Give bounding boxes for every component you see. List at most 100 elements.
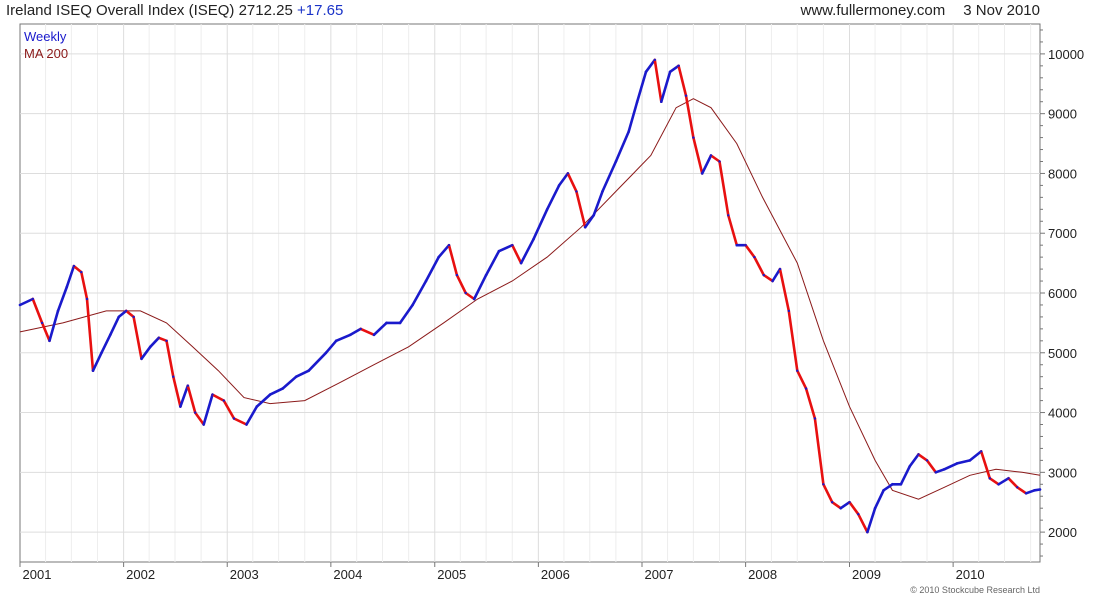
weekly-segment <box>787 309 799 373</box>
weekly-point <box>601 190 604 193</box>
weekly-segment <box>232 417 248 426</box>
weekly-point <box>307 369 310 372</box>
weekly-segment <box>1015 485 1028 495</box>
weekly-point <box>804 387 808 390</box>
weekly-segment <box>925 459 938 474</box>
x-tick-label: 2008 <box>748 567 777 582</box>
weekly-segment <box>294 369 311 379</box>
weekly-segment <box>472 273 488 301</box>
weekly-point <box>497 250 501 253</box>
weekly-segment <box>202 393 214 426</box>
weekly-point <box>882 489 885 492</box>
weekly-point <box>753 255 756 259</box>
x-tick-label: 2002 <box>126 567 155 582</box>
weekly-segment <box>856 512 869 534</box>
weekly-segment <box>100 333 112 355</box>
weekly-segment <box>718 160 730 217</box>
weekly-segment <box>124 309 135 319</box>
weekly-segment <box>349 327 363 337</box>
weekly-point <box>157 336 160 339</box>
weekly-point <box>324 351 328 354</box>
weekly-segment <box>18 297 35 307</box>
weekly-segment <box>447 243 459 277</box>
weekly-segment <box>822 482 834 504</box>
chart-date: 3 Nov 2010 <box>963 2 1040 19</box>
weekly-point <box>222 399 225 402</box>
weekly-point <box>232 417 236 420</box>
y-tick-label: 6000 <box>1048 286 1077 301</box>
weekly-segment <box>132 315 143 361</box>
weekly-segment <box>614 130 631 163</box>
y-tick-label: 7000 <box>1048 226 1077 241</box>
weekly-segment <box>668 64 680 74</box>
weekly-segment <box>899 465 912 486</box>
source-link[interactable]: www.fullermoney.com <box>800 2 946 19</box>
weekly-segment <box>659 70 672 103</box>
weekly-segment <box>979 450 992 480</box>
x-tick-label: 2009 <box>852 567 881 582</box>
weekly-segment <box>644 58 657 74</box>
weekly-segment <box>455 273 468 295</box>
weekly-segment <box>575 190 587 229</box>
weekly-segment <box>31 297 44 325</box>
weekly-segment <box>839 500 851 510</box>
weekly-segment <box>437 243 451 259</box>
weekly-point <box>80 270 83 274</box>
weekly-point <box>424 279 428 283</box>
weekly-point <box>186 384 189 387</box>
weekly-point <box>701 172 704 175</box>
y-tick-label: 9000 <box>1048 107 1077 122</box>
weekly-segment <box>968 450 983 462</box>
legend: Weekly MA 200 <box>24 29 68 61</box>
header-left: Ireland ISEQ Overall Index (ISEQ) 2712.2… <box>6 0 343 22</box>
weekly-point <box>437 255 440 259</box>
weekly-segment <box>677 64 688 97</box>
weekly-segment <box>744 243 756 259</box>
weekly-point <box>85 297 89 301</box>
weekly-segment <box>955 459 972 465</box>
weekly-point <box>464 291 467 295</box>
weekly-segment <box>804 387 817 420</box>
weekly-point <box>117 315 121 319</box>
y-tick-label: 2000 <box>1048 525 1077 540</box>
weekly-segment <box>934 467 946 474</box>
weekly-segment <box>566 172 578 193</box>
weekly-point <box>179 405 182 408</box>
weekly-segment <box>40 321 51 343</box>
weekly-segment <box>830 500 843 510</box>
weekly-point <box>727 214 730 217</box>
legend-ma200: MA 200 <box>24 46 68 61</box>
grid-lines <box>19 23 1041 563</box>
weekly-segment <box>882 482 894 492</box>
weekly-point <box>255 405 258 408</box>
weekly-point <box>532 238 535 241</box>
weekly-point <box>335 339 338 342</box>
weekly-point <box>831 501 834 504</box>
weekly-segment <box>91 351 103 373</box>
weekly-point <box>91 369 95 372</box>
weekly-point <box>557 184 561 187</box>
weekly-segment <box>140 345 152 361</box>
x-tick-label: 2006 <box>541 567 570 582</box>
weekly-point <box>455 273 459 277</box>
weekly-point <box>891 483 894 486</box>
last-price: 2712.25 <box>238 2 293 19</box>
ma-200-series <box>19 98 1041 500</box>
weekly-point <box>636 100 639 103</box>
weekly-segment <box>359 327 376 337</box>
x-tick-label: 2004 <box>333 567 362 582</box>
weekly-point <box>709 154 713 157</box>
weekly-point <box>149 345 152 348</box>
weekly-point <box>813 417 817 420</box>
weekly-point <box>211 393 214 396</box>
header-right: www.fullermoney.com 3 Nov 2010 <box>801 0 1041 22</box>
weekly-segment <box>372 321 388 337</box>
weekly-point <box>245 423 248 426</box>
weekly-segment <box>1007 476 1019 489</box>
weekly-segment <box>726 214 739 247</box>
weekly-segment <box>398 303 414 325</box>
weekly-segment <box>211 393 226 402</box>
weekly-point <box>511 244 514 247</box>
